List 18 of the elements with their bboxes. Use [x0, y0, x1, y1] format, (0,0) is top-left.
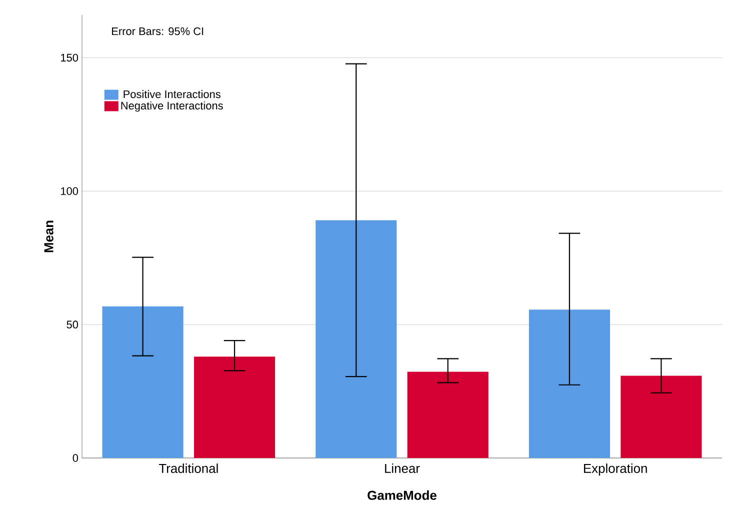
annotation: Error Bars: 95% CI [112, 27, 204, 36]
x-axis-title: GameMode [368, 490, 436, 500]
y-tick-label: 150 [61, 54, 78, 62]
x-tick-label: Exploration [584, 464, 647, 476]
bar [407, 372, 488, 458]
x-tick-label: Linear [385, 464, 420, 474]
y-tick-label: 50 [66, 320, 78, 328]
y-axis-title: Mean [44, 220, 54, 252]
x-tick-label: Traditional [158, 464, 218, 474]
legend-label: Positive Interactions [124, 90, 220, 98]
bar [620, 376, 702, 458]
bar [194, 356, 276, 458]
bar [102, 306, 184, 458]
y-tick-label: 100 [61, 187, 78, 195]
legend-label: Negative Interactions [121, 101, 223, 112]
y-tick-label: 0 [72, 454, 78, 462]
bar [528, 310, 610, 458]
bar [316, 220, 397, 458]
